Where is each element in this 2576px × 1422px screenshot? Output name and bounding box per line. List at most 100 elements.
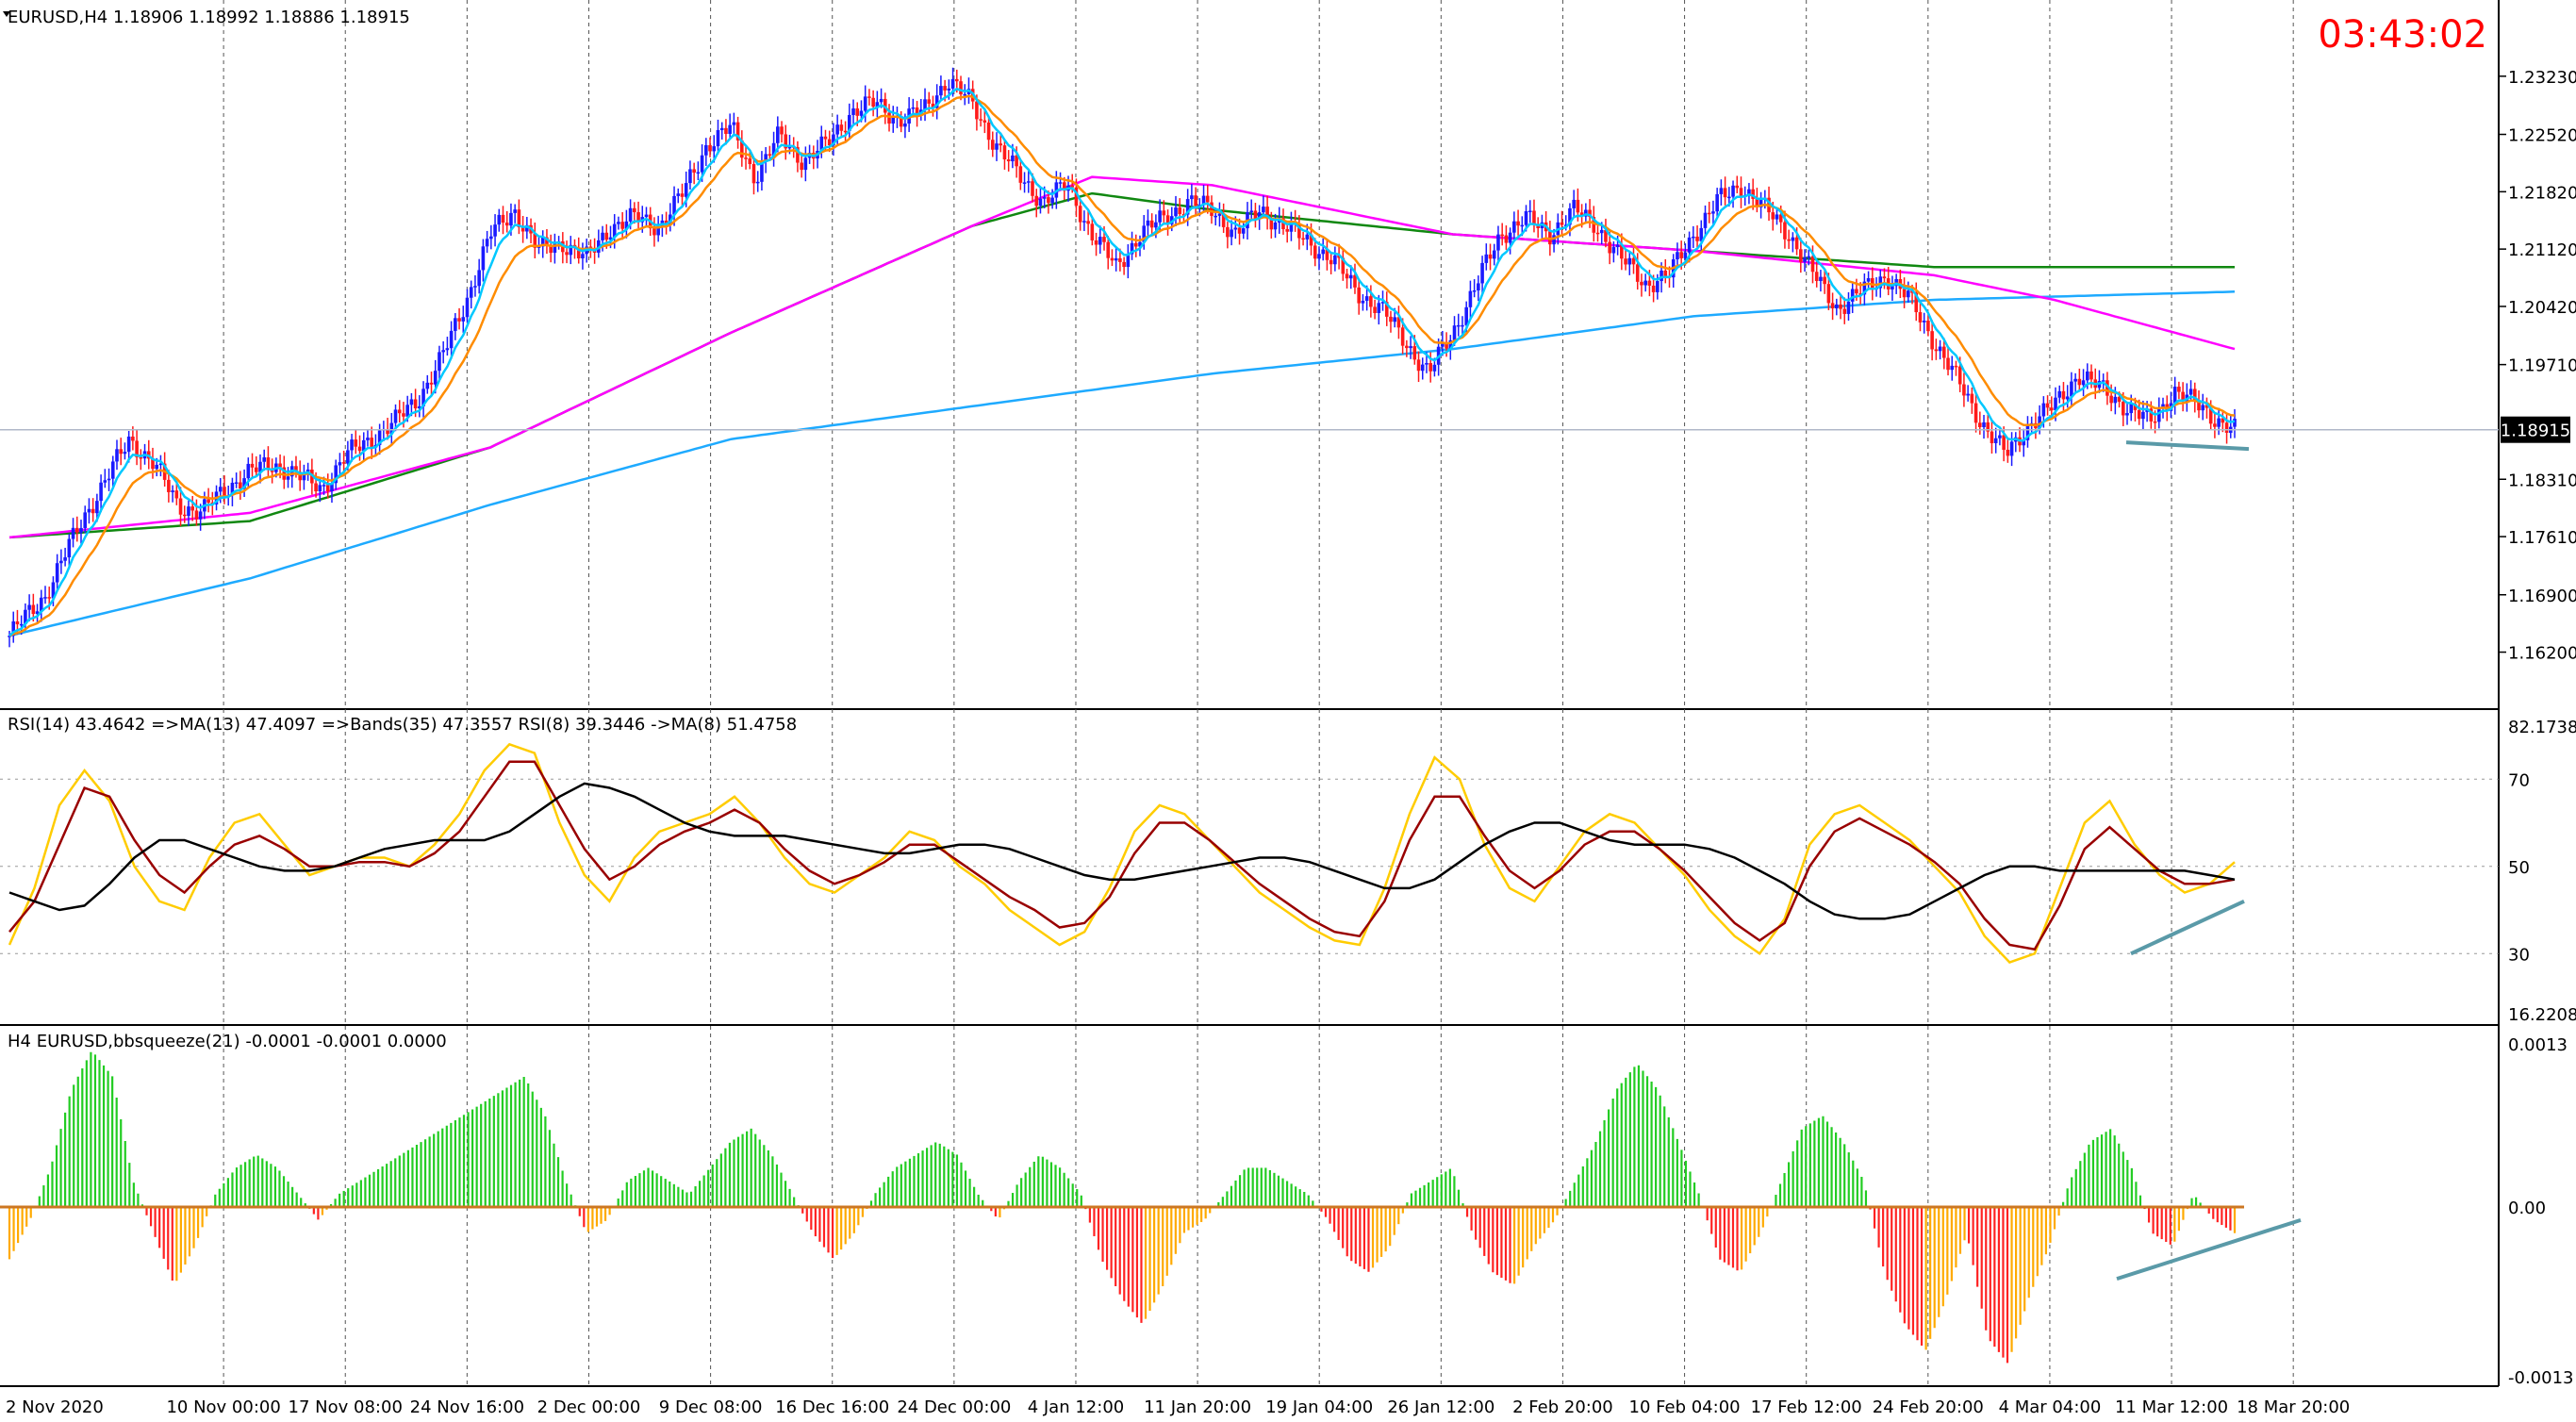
candle-body	[1819, 276, 1823, 282]
candle-body	[2129, 404, 2134, 414]
candle-body	[1839, 304, 1842, 309]
candle-body	[680, 193, 685, 197]
candle-body	[2177, 387, 2181, 392]
candle-body	[234, 482, 239, 485]
candle-body	[1719, 188, 1724, 194]
candle-body	[1759, 199, 1763, 207]
candle-body	[294, 466, 298, 472]
candle-body	[843, 130, 848, 133]
candle-body	[1313, 245, 1317, 259]
candle-body	[139, 456, 143, 459]
candle-body	[1651, 285, 1656, 292]
candle-body	[2065, 396, 2070, 400]
candle-body	[1373, 306, 1377, 313]
candle-body	[39, 597, 43, 612]
candle-body	[1445, 342, 1448, 349]
candle-body	[875, 102, 880, 107]
candle-body	[99, 482, 103, 502]
candle-body	[250, 463, 255, 468]
candle-body	[2217, 418, 2221, 427]
candle-body	[1253, 210, 1258, 220]
candle-body	[803, 157, 808, 171]
candle-body	[1086, 221, 1090, 224]
candle-body	[1588, 209, 1592, 218]
price-panel[interactable]: 1.18915	[0, 67, 2570, 648]
candle-body	[1142, 225, 1147, 242]
time-label: 2 Nov 2020	[6, 1397, 104, 1417]
symbol-info: EURUSD,H4 1.18906 1.18992 1.18886 1.1891…	[8, 8, 410, 27]
candle-body	[445, 348, 450, 351]
candle-body	[1615, 244, 1620, 248]
candle-body	[1257, 212, 1262, 220]
candle-body	[748, 158, 752, 164]
candle-body	[286, 476, 290, 480]
candle-body	[2070, 381, 2073, 397]
candle-body	[107, 478, 111, 481]
candle-body	[1826, 284, 1831, 304]
candle-body	[485, 239, 489, 247]
candle-body	[1647, 280, 1652, 286]
candle-body	[576, 247, 581, 258]
axis-labels: 2 Nov 2020 10 Nov 00:00 17 Nov 08:00 24 Nov…	[6, 68, 2576, 1417]
candle-body	[1050, 197, 1054, 204]
candle-body	[2045, 403, 2050, 408]
candle-body	[963, 93, 967, 96]
candle-body	[2204, 405, 2209, 408]
candle-body	[1158, 210, 1162, 223]
candle-body	[509, 212, 513, 226]
rsi-panel[interactable]	[0, 742, 2499, 964]
candle-body	[1787, 239, 1791, 241]
candle-body	[361, 439, 366, 452]
candle-body	[716, 129, 720, 147]
candle-body	[2002, 435, 2006, 450]
candle-body	[357, 446, 362, 452]
candle-body	[1676, 252, 1679, 260]
candle-body	[1747, 189, 1751, 196]
candle-body	[421, 389, 425, 406]
candle-body	[318, 485, 322, 492]
candle-body	[1461, 324, 1464, 327]
candle-body	[2125, 413, 2129, 416]
collapse-arrow-icon[interactable]	[3, 11, 10, 17]
candle-body	[493, 224, 497, 237]
candle-body	[2153, 421, 2157, 423]
time-label: 10 Feb 04:00	[1629, 1397, 1741, 1417]
candle-body	[350, 439, 354, 451]
candle-body	[298, 471, 302, 481]
candle-body	[1496, 234, 1500, 251]
candle-body	[2161, 404, 2165, 408]
candle-body	[1353, 274, 1357, 288]
bbsqueeze-trendline	[2116, 1217, 2302, 1281]
candle-body	[167, 479, 171, 492]
candle-body	[2149, 408, 2154, 422]
time-label: 16 Dec 16:00	[775, 1397, 889, 1417]
candle-body	[1771, 212, 1775, 220]
candle-body	[1281, 218, 1285, 229]
candle-body	[1739, 188, 1743, 197]
candle-body	[1329, 259, 1333, 265]
candle-body	[1527, 210, 1532, 212]
candle-body	[520, 227, 525, 232]
candle-body	[1226, 226, 1230, 238]
rsi-series-line	[8, 742, 2236, 964]
candle-body	[1185, 199, 1190, 215]
candle-body	[1034, 195, 1039, 207]
candle-body	[2025, 424, 2030, 440]
candle-body	[19, 623, 24, 626]
bbsqueeze-panel[interactable]	[0, 1051, 2302, 1364]
candle-body	[1082, 221, 1086, 223]
candle-body	[425, 382, 430, 389]
candle-body	[1703, 212, 1708, 228]
candle-body	[1285, 228, 1290, 232]
candle-body	[2233, 419, 2237, 427]
candle-body	[1273, 222, 1278, 230]
candle-body	[1679, 252, 1683, 258]
candle-body	[2221, 418, 2225, 423]
price-axis-label: 1.16200	[2508, 644, 2576, 664]
ema-orange-line	[8, 94, 2236, 637]
bbsqueeze-axis-label: 0.00	[2508, 1199, 2546, 1218]
candle-body	[413, 399, 418, 409]
candle-body	[1970, 393, 1974, 404]
candle-body	[1986, 422, 1990, 432]
